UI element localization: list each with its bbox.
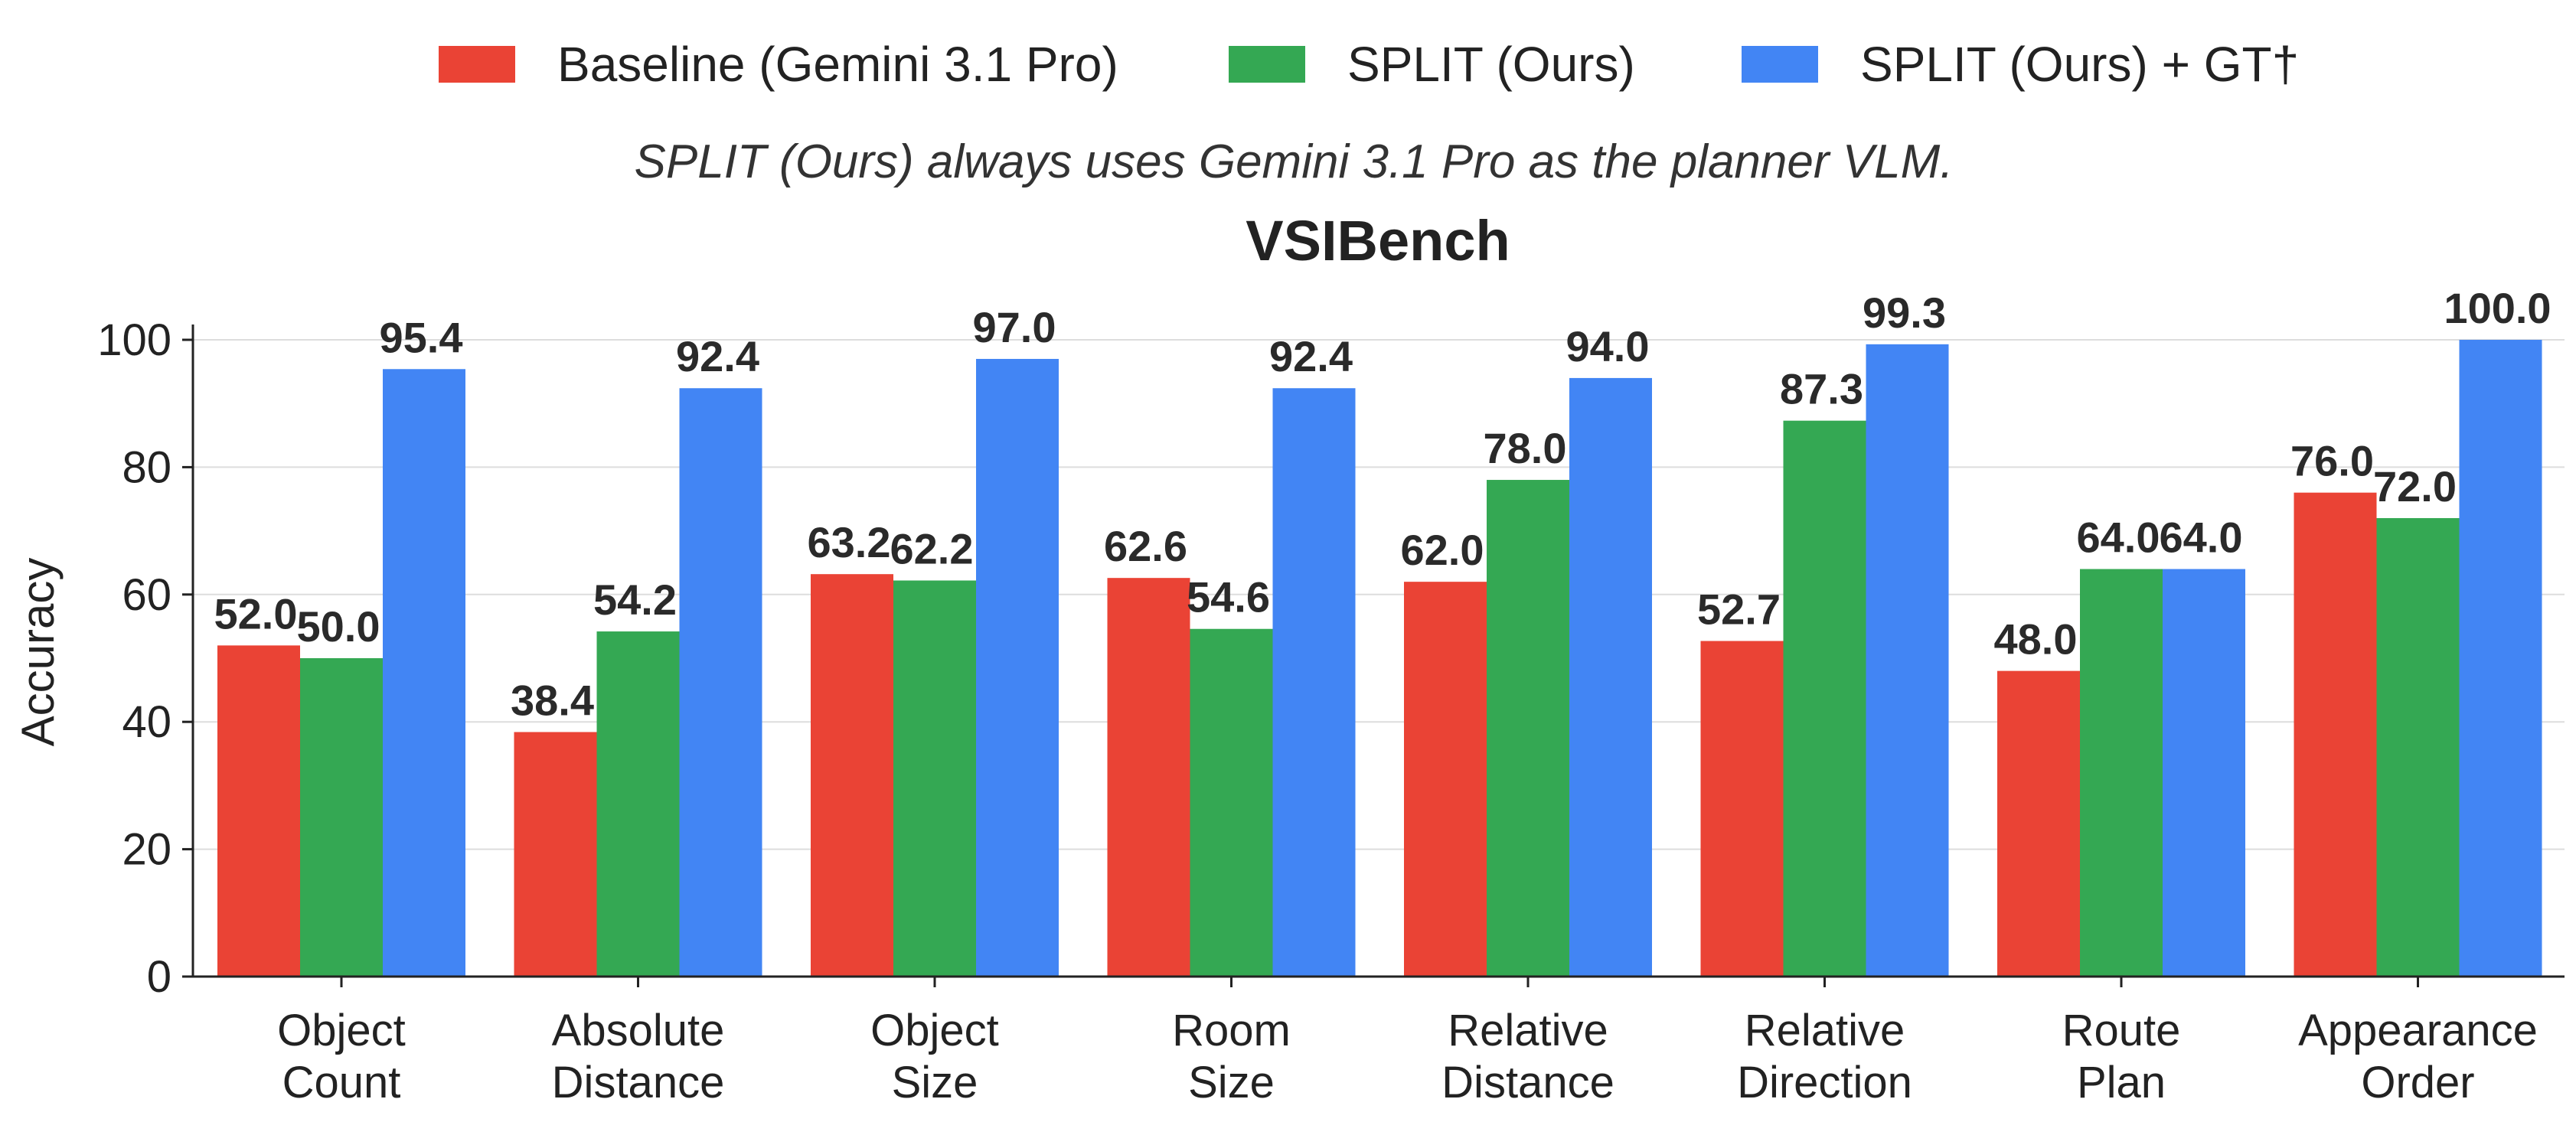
bar-value-label: 63.2 <box>808 518 891 566</box>
bar <box>514 732 597 977</box>
x-tick-label: Room Size <box>1172 1006 1291 1107</box>
bar-value-label: 54.6 <box>1187 573 1270 621</box>
y-axis-label: Accuracy <box>12 558 64 747</box>
legend-item: SPLIT (Ours) <box>1229 37 1635 92</box>
legend-label: Baseline (Gemini 3.1 Pro) <box>557 37 1118 92</box>
x-tick-label: Object Count <box>277 1006 406 1107</box>
bar-value-label: 62.6 <box>1104 522 1187 570</box>
bar-value-label: 62.2 <box>890 524 974 572</box>
bar <box>217 645 300 977</box>
bar <box>596 631 680 977</box>
x-tick-label: Appearance Order <box>2298 1006 2538 1107</box>
bar-value-label: 38.4 <box>511 677 594 725</box>
bar-value-label: 87.3 <box>1780 365 1863 413</box>
bar <box>1404 582 1487 977</box>
y-tick-label: 20 <box>122 825 171 875</box>
bar-value-label: 76.0 <box>2290 437 2374 485</box>
y-tick-label: 80 <box>122 442 171 492</box>
legend-label: SPLIT (Ours) + GT† <box>1860 37 2299 92</box>
bar <box>2294 492 2377 977</box>
bar <box>2459 340 2542 977</box>
bar-value-label: 48.0 <box>1994 615 2078 664</box>
x-tick-label: Route Plan <box>2062 1006 2181 1107</box>
y-tick-label: 0 <box>147 952 171 1002</box>
bar <box>1272 388 1356 977</box>
bar <box>893 580 976 977</box>
bar <box>1190 628 1273 977</box>
bar-value-label: 52.0 <box>214 589 298 638</box>
bar-value-label: 94.0 <box>1566 322 1650 370</box>
bar <box>300 658 383 977</box>
bar <box>811 574 893 977</box>
bars <box>217 340 2542 977</box>
x-tick-label: Object Size <box>870 1006 999 1107</box>
bar-value-label: 62.0 <box>1401 526 1484 574</box>
y-tick-label: 40 <box>122 697 171 747</box>
bar-value-label: 92.4 <box>676 332 759 380</box>
legend-item: SPLIT (Ours) + GT† <box>1742 37 2299 92</box>
legend: Baseline (Gemini 3.1 Pro) SPLIT (Ours) SPL… <box>439 37 2299 92</box>
bar <box>1700 641 1784 977</box>
bar <box>2080 569 2163 977</box>
bar <box>1783 420 1866 977</box>
bar-value-label: 50.0 <box>297 602 380 651</box>
bar <box>383 369 465 977</box>
value-labels: 52.0 50.0 95.4 38.4 54.2 92.4 63.2 62.2 97.0 62.6… <box>214 284 2552 725</box>
bar <box>1107 578 1190 977</box>
bar <box>1866 344 1949 977</box>
y-tick-label: 60 <box>122 570 171 620</box>
legend-label: SPLIT (Ours) <box>1347 37 1635 92</box>
bar-value-label: 72.0 <box>2373 462 2457 510</box>
bar-value-label: 95.4 <box>380 313 463 361</box>
chart-title: VSIBench <box>1246 209 1510 272</box>
bar <box>976 358 1059 977</box>
bar <box>2376 517 2460 977</box>
x-tick-label: Relative Direction <box>1737 1006 1912 1107</box>
bar-value-label: 54.2 <box>593 576 677 624</box>
bar-value-label: 100.0 <box>2444 284 2551 332</box>
bar-value-label: 97.0 <box>973 303 1056 351</box>
bar <box>679 388 762 977</box>
legend-swatch <box>1229 46 1305 83</box>
bar <box>1487 480 1569 977</box>
bar-value-label: 92.4 <box>1269 332 1353 380</box>
y-tick-label: 100 <box>97 315 171 365</box>
bar-value-label: 78.0 <box>1484 424 1567 472</box>
legend-swatch <box>1742 46 1818 83</box>
bar <box>1997 670 2080 977</box>
bar-value-label: 64.0 <box>2160 514 2243 562</box>
bar-value-label: 99.3 <box>1863 289 1946 337</box>
bar-value-label: 52.7 <box>1697 585 1781 634</box>
chart-subtitle: SPLIT (Ours) always uses Gemini 3.1 Pro … <box>635 135 1954 188</box>
axes: 0 20 40 60 80 100 Object Count Absolute Distance O… <box>97 315 2565 1107</box>
legend-item: Baseline (Gemini 3.1 Pro) <box>439 37 1118 92</box>
x-tick-label: Absolute Distance <box>552 1006 725 1107</box>
bar <box>1569 377 1652 977</box>
bar <box>2163 569 2245 977</box>
legend-swatch <box>439 46 515 83</box>
x-tick-label: Relative Distance <box>1441 1006 1614 1107</box>
bar-value-label: 64.0 <box>2077 514 2160 562</box>
